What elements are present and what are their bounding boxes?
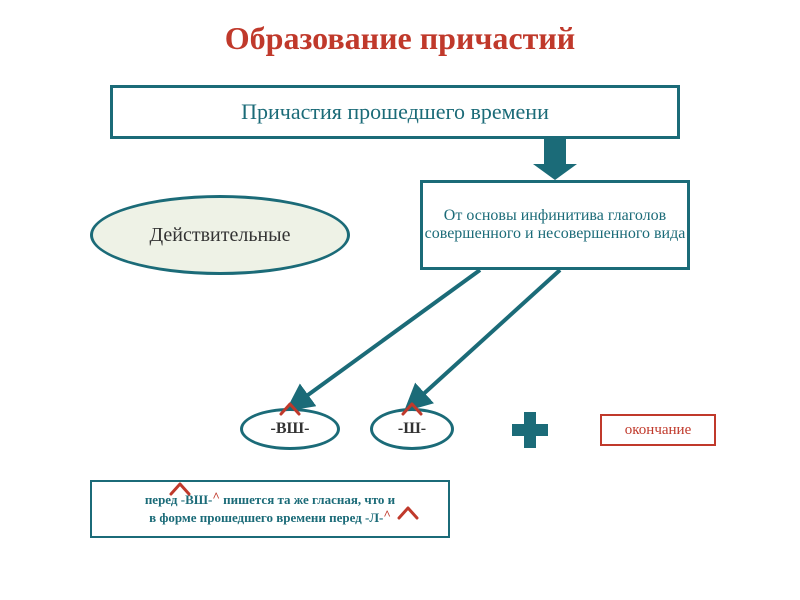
- subtitle-text: Причастия прошедшего времени: [241, 99, 549, 125]
- subtitle-box: Причастия прошедшего времени: [110, 85, 680, 139]
- note-text: перед -ВШ-^ пишется та же гласная, что и…: [145, 491, 395, 526]
- title-text: Образование причастий: [225, 20, 575, 56]
- ending-box: окончание: [600, 414, 716, 446]
- suffix-sh-text: -Ш-: [398, 420, 426, 438]
- note-box: перед -ВШ-^ пишется та же гласная, что и…: [90, 480, 450, 538]
- suffix-sh-ellipse: -Ш-: [370, 408, 454, 450]
- active-label: Действительные: [150, 224, 291, 247]
- active-participle-ellipse: Действительные: [90, 195, 350, 275]
- suffix-vsh-text: -ВШ-: [271, 420, 310, 438]
- suffix-vsh-ellipse: -ВШ-: [240, 408, 340, 450]
- infinitive-text: От основы инфинитива глаголов совершенно…: [423, 207, 687, 243]
- infinitive-basis-box: От основы инфинитива глаголов совершенно…: [420, 180, 690, 270]
- page-title: Образование причастий: [0, 20, 800, 57]
- ending-text: окончание: [625, 422, 691, 439]
